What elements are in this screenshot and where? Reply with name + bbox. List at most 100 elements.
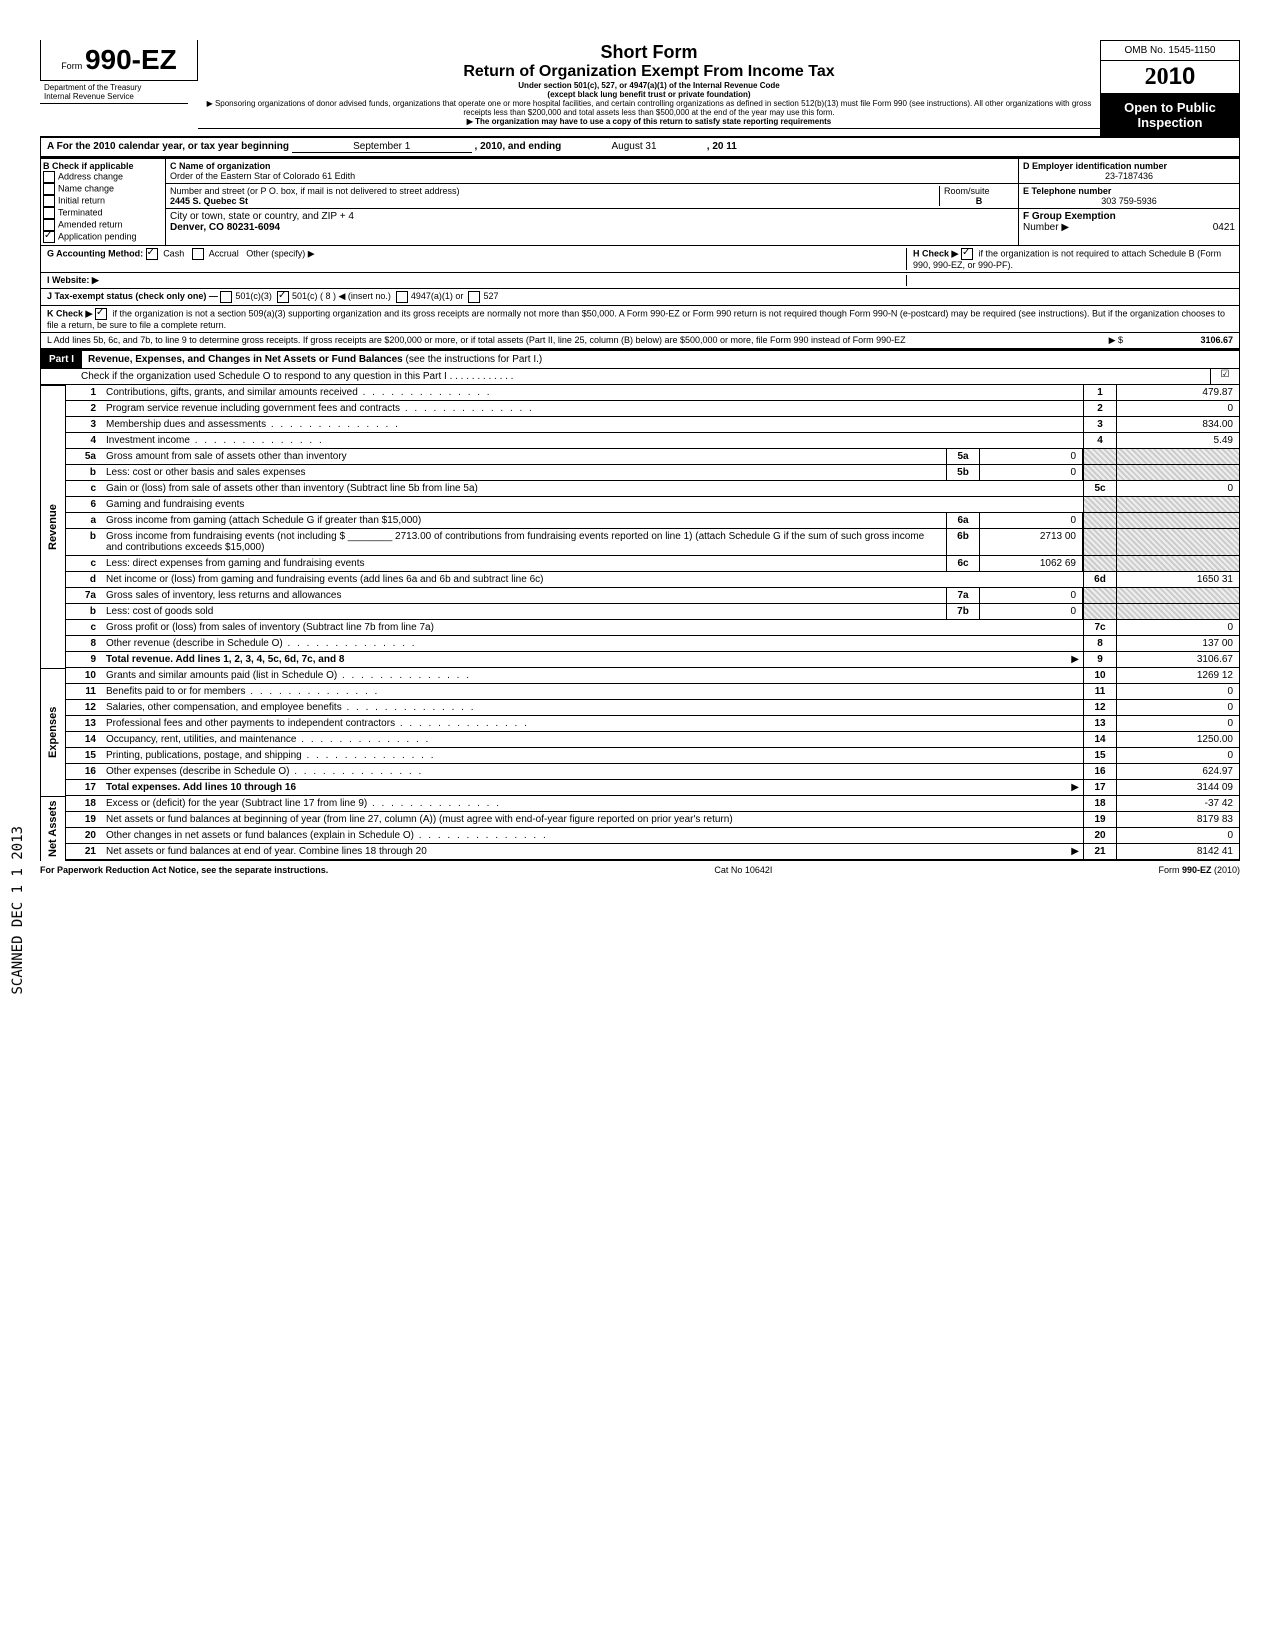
j-check-c[interactable] [396, 291, 408, 303]
row-i: I Website: ▶ [40, 273, 1240, 289]
ln7a-mval: 0 [979, 588, 1083, 603]
line-5a: 5aGross amount from sale of assets other… [66, 449, 1240, 465]
title-copy: ▶ The organization may have to use a cop… [204, 117, 1094, 126]
c-city-label: City or town, state or country, and ZIP … [170, 211, 1014, 222]
ln21-num: 21 [66, 844, 102, 859]
ln9-arrow: ▶ [1071, 654, 1079, 665]
ln7a-mid: 7a [946, 588, 979, 603]
j-check-b[interactable] [277, 291, 289, 303]
part1-check-row: Check if the organization used Schedule … [40, 369, 1240, 385]
ln21-desc: Net assets or fund balances at end of ye… [102, 844, 1083, 859]
ln10-num: 10 [66, 668, 102, 683]
line-21: 21Net assets or fund balances at end of … [66, 844, 1240, 861]
title-short-form: Short Form [204, 42, 1094, 63]
j-b: 501(c) ( 8 ) ◀ (insert no.) [292, 291, 391, 303]
ln7b-mval: 0 [979, 604, 1083, 619]
ln3-desc: Membership dues and assessments [102, 417, 1083, 432]
ln3-box: 3 [1083, 417, 1116, 432]
inspection: Inspection [1106, 115, 1234, 130]
side-expenses: Expenses [40, 668, 66, 796]
ln14-val: 1250.00 [1116, 732, 1239, 747]
j-check-d[interactable] [468, 291, 480, 303]
ln5a-mval: 0 [979, 449, 1083, 464]
ln6c-desc: Less: direct expenses from gaming and fu… [102, 556, 946, 571]
title-under: Under section 501(c), 527, or 4947(a)(1)… [204, 81, 1094, 90]
b-opt-1[interactable]: Name change [43, 183, 163, 195]
ln7c-val: 0 [1116, 620, 1239, 635]
ln20-val: 0 [1116, 828, 1239, 843]
g-accr-check[interactable] [192, 248, 204, 260]
ln7c-num: c [66, 620, 102, 635]
ln11-val: 0 [1116, 684, 1239, 699]
row-k: K Check ▶ if the organization is not a s… [40, 306, 1240, 333]
form-header: Form 990-EZ Department of the Treasury I… [40, 40, 1240, 136]
line-16: 16Other expenses (describe in Schedule O… [66, 764, 1240, 780]
l-val: 3106.67 [1123, 335, 1233, 346]
scanned-stamp: SCANNED DEC 1 1 2013 [10, 826, 26, 995]
ln15-box: 15 [1083, 748, 1116, 763]
ln19-num: 19 [66, 812, 102, 827]
ln9-val: 3106.67 [1116, 652, 1239, 667]
line-18: 18Excess or (deficit) for the year (Subt… [66, 796, 1240, 812]
ln7b-mid: 7b [946, 604, 979, 619]
part1-checkbox[interactable]: ☑ [1210, 369, 1239, 384]
ln14-num: 14 [66, 732, 102, 747]
b-opt-0[interactable]: Address change [43, 171, 163, 183]
right-boxes: OMB No. 1545-1150 2010 Open to Public In… [1100, 40, 1240, 136]
footer-left: For Paperwork Reduction Act Notice, see … [40, 865, 328, 875]
ln6d-desc: Net income or (loss) from gaming and fun… [102, 572, 1083, 587]
c-addr: 2445 S. Quebec St [170, 196, 939, 206]
line-6c: cLess: direct expenses from gaming and f… [66, 556, 1240, 572]
open-public: Open to Public [1106, 100, 1234, 115]
ln6-desc: Gaming and fundraising events [102, 497, 1083, 512]
col-b: B Check if applicable Address change Nam… [41, 159, 166, 245]
ln6b-mval: 2713 00 [979, 529, 1083, 555]
ln13-box: 13 [1083, 716, 1116, 731]
ln5a-mid: 5a [946, 449, 979, 464]
ln6a-desc: Gross income from gaming (attach Schedul… [102, 513, 946, 528]
k-label: K Check ▶ [47, 308, 92, 318]
title-except: (except black lung benefit trust or priv… [204, 90, 1094, 99]
form-number-box: Form 990-EZ [40, 40, 198, 81]
ln12-box: 12 [1083, 700, 1116, 715]
ln5a-num: 5a [66, 449, 102, 464]
col-c: C Name of organization Order of the East… [166, 159, 1018, 245]
line-11: 11Benefits paid to or for members110 [66, 684, 1240, 700]
line-14: 14Occupancy, rent, utilities, and mainte… [66, 732, 1240, 748]
ln15-num: 15 [66, 748, 102, 763]
line-20: 20Other changes in net assets or fund ba… [66, 828, 1240, 844]
title-return: Return of Organization Exempt From Incom… [204, 63, 1094, 81]
c-name-row: C Name of organization Order of the East… [166, 159, 1018, 184]
ln15-desc: Printing, publications, postage, and shi… [102, 748, 1083, 763]
section-bcdef: B Check if applicable Address change Nam… [40, 157, 1240, 246]
b-opt-0-label: Address change [58, 171, 123, 181]
ln4-val: 5.49 [1116, 433, 1239, 448]
b-opt-3[interactable]: Terminated [43, 207, 163, 219]
d-row: D Employer identification number 23-7187… [1019, 159, 1239, 184]
c-name: Order of the Eastern Star of Colorado 61… [170, 171, 1014, 181]
title-sponsor: ▶ Sponsoring organizations of donor advi… [204, 99, 1094, 117]
c-addr-row: Number and street (or P O. box, if mail … [166, 184, 1018, 209]
ln18-desc: Excess or (deficit) for the year (Subtra… [102, 796, 1083, 811]
line-10: 10Grants and similar amounts paid (list … [66, 668, 1240, 684]
ln21-box: 21 [1083, 844, 1116, 859]
ln6b-sh2 [1116, 529, 1239, 555]
ln2-val: 0 [1116, 401, 1239, 416]
g-cash-check[interactable] [146, 248, 158, 260]
h-label: H Check ▶ [913, 248, 958, 258]
ln7c-desc: Gross profit or (loss) from sales of inv… [102, 620, 1083, 635]
ln1-num: 1 [66, 385, 102, 400]
a-yr: , 20 11 [707, 141, 737, 152]
d-label: D Employer identification number [1023, 161, 1235, 171]
h-check[interactable] [961, 248, 973, 260]
j-check-a[interactable] [220, 291, 232, 303]
ln9-desc-text: Total revenue. Add lines 1, 2, 3, 4, 5c,… [106, 654, 344, 665]
k-check[interactable] [95, 308, 107, 320]
b-opt-5[interactable]: Application pending [43, 231, 163, 243]
row-a: A For the 2010 calendar year, or tax yea… [40, 136, 1240, 157]
b-opt-4[interactable]: Amended return [43, 219, 163, 231]
ln6a-mval: 0 [979, 513, 1083, 528]
ln6c-sh1 [1083, 556, 1116, 571]
b-opt-2[interactable]: Initial return [43, 195, 163, 207]
ln16-desc: Other expenses (describe in Schedule O) [102, 764, 1083, 779]
